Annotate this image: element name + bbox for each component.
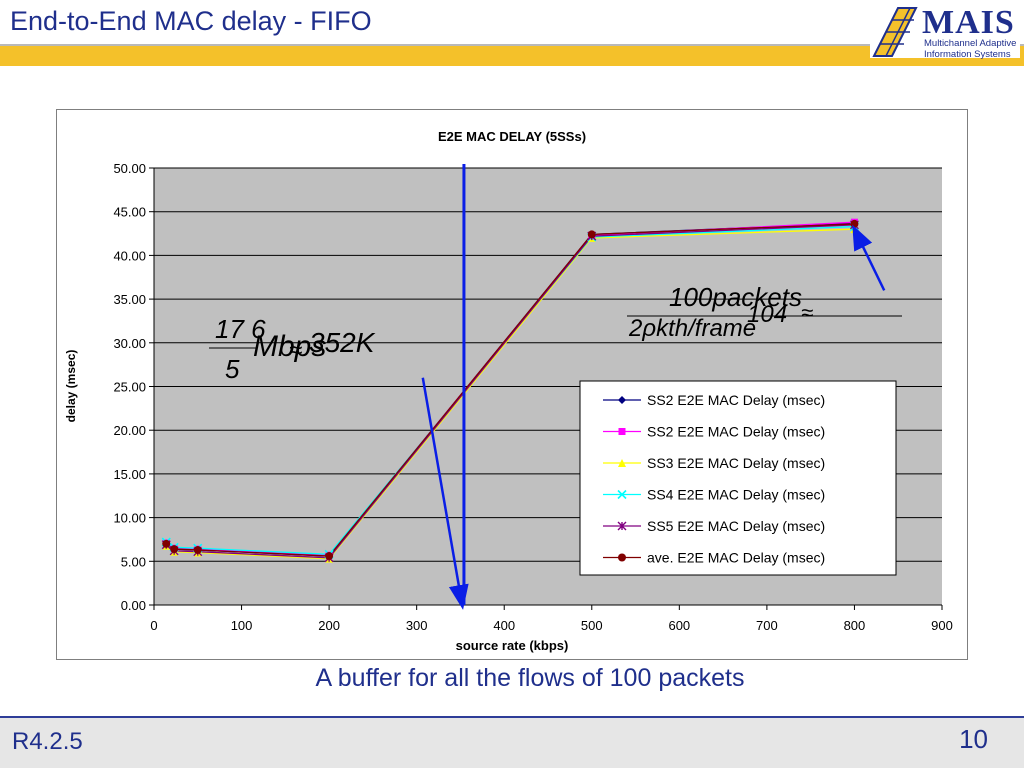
svg-text:5: 5 (225, 354, 240, 384)
x-tick-label: 0 (150, 618, 157, 633)
y-tick-label: 10.00 (113, 511, 146, 526)
delay-chart: E2E MAC DELAY (5SSs) 0.00 5.00 10.00 15.00 2… (64, 129, 953, 653)
legend-item: SS2 E2E MAC Delay (msec) (603, 392, 825, 408)
annotation-arrow-left-formula (421, 377, 469, 610)
svg-text:100packets: 100packets (669, 282, 802, 312)
x-axis-label: source rate (kbps) (456, 638, 569, 653)
footer-section-label: R4.2.5 (12, 728, 83, 755)
y-tick-label: 15.00 (113, 467, 146, 482)
y-tick-label: 0.00 (121, 598, 146, 613)
svg-text:2ρkth/frame: 2ρkth/frame (628, 315, 756, 342)
legend-item: SS2 E2E MAC Delay (msec) (603, 424, 825, 440)
svg-text:104: 104 (747, 301, 787, 328)
x-tick-label: 200 (318, 618, 340, 633)
x-tick-label: 500 (581, 618, 603, 633)
x-tick-label: 800 (844, 618, 866, 633)
annotation-right-formula: 100packets 104 ≈ 2ρkth/frame (627, 282, 902, 342)
legend-marker (618, 428, 626, 435)
y-tick-label: 50.00 (113, 161, 146, 176)
legend: SS2 E2E MAC Delay (msec) SS2 E2E MAC Dela… (579, 380, 897, 576)
annotation-arrows (421, 224, 886, 610)
svg-text:352K: 352K (309, 327, 376, 358)
y-tick-label: 35.00 (113, 292, 146, 307)
y-tick-label: 40.00 (113, 248, 146, 263)
legend-marker (618, 553, 626, 562)
series-6-point (587, 230, 596, 239)
svg-text:Mbps: Mbps (253, 330, 326, 363)
slide-title: End-to-End MAC delay - FIFO (10, 6, 372, 36)
annotation-left-formula: 17 6 5 Mbps 352K ≈ (209, 314, 376, 384)
svg-text:≈: ≈ (801, 300, 813, 325)
markers-layer (161, 218, 860, 563)
legend-marker (617, 489, 627, 500)
series-6-point (193, 545, 202, 554)
legend-item: SS4 E2E MAC Delay (msec) (603, 487, 825, 503)
legend-label: ave. E2E MAC Delay (msec) (647, 550, 825, 566)
y-tick-label: 25.00 (113, 380, 146, 395)
logo-subtitle-line1: Multichannel Adaptive (924, 38, 1017, 49)
mais-logo-icon (872, 7, 918, 57)
slide-caption: A buffer for all the flows of 100 packet… (315, 664, 745, 692)
series-6-point (170, 545, 179, 554)
x-tick-label: 300 (406, 618, 428, 633)
legend-label: SS2 E2E MAC Delay (msec) (647, 392, 825, 408)
y-tick-label: 5.00 (121, 554, 146, 569)
logo-wordmark: MAIS (922, 4, 1015, 41)
page-number: 10 (959, 724, 988, 754)
legend-marker (618, 459, 626, 467)
y-tick-label: 30.00 (113, 336, 146, 351)
slide-header: End-to-End MAC delay - FIFO (0, 0, 1024, 44)
y-axis-label: delay (msec) (64, 350, 78, 423)
legend-marker (618, 396, 626, 404)
chart-frame: E2E MAC DELAY (5SSs) 0.00 5.00 10.00 15.00 2… (56, 109, 968, 660)
annotation-arrow-right-formula (852, 224, 886, 291)
chart-title: E2E MAC DELAY (5SSs) (438, 129, 586, 144)
legend-label: SS4 E2E MAC Delay (msec) (647, 487, 825, 503)
series-6-point (162, 539, 171, 548)
series-6-point (325, 552, 334, 561)
x-tick-label: 100 (231, 618, 253, 633)
legend-label: SS3 E2E MAC Delay (msec) (647, 455, 825, 471)
x-tick-label: 900 (931, 618, 953, 633)
accent-band (0, 46, 1024, 66)
svg-text:≈: ≈ (289, 337, 302, 364)
logo: MAIS Multichannel Adaptive Information S… (870, 4, 1020, 60)
legend-item: SS3 E2E MAC Delay (msec) (603, 455, 825, 471)
svg-text:17 6: 17 6 (215, 314, 266, 344)
legend-label: SS2 E2E MAC Delay (msec) (647, 424, 825, 440)
legend-item: ave. E2E MAC Delay (msec) (603, 550, 825, 566)
legend-item: SS5 E2E MAC Delay (msec) (603, 518, 825, 534)
legend-marker (617, 521, 627, 531)
x-tick-label: 700 (756, 618, 778, 633)
header-divider (0, 44, 1024, 46)
x-tick-label: 600 (668, 618, 690, 633)
legend-label: SS5 E2E MAC Delay (msec) (647, 518, 825, 534)
axes: 0.00 5.00 10.00 15.00 20.00 25.00 30.00 35.00 40… (113, 161, 952, 633)
logo-subtitle-line2: Information Systems (924, 49, 1011, 60)
series-6-point (850, 219, 859, 228)
y-tick-label: 45.00 (113, 205, 146, 220)
y-tick-label: 20.00 (113, 423, 146, 438)
slide-footer: R4.2.5 10 (0, 716, 1024, 768)
x-tick-label: 400 (493, 618, 515, 633)
